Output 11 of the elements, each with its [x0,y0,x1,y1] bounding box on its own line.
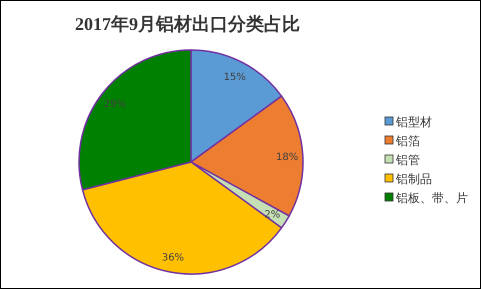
legend-label: 铝箔 [395,134,420,148]
legend-label: 铝制品 [395,172,432,186]
data-label: 18% [276,152,298,163]
data-label: 2% [264,210,280,221]
data-label: 36% [162,252,184,264]
legend-label: 铝板、带、片 [395,191,468,205]
data-label: 15% [224,72,246,84]
legend-label: 铝型材 [395,115,432,129]
data-label: 29% [104,98,126,110]
legend-label: 铝管 [395,153,420,167]
chart-title: 2017年9月铝材出口分类占比 [75,14,300,34]
